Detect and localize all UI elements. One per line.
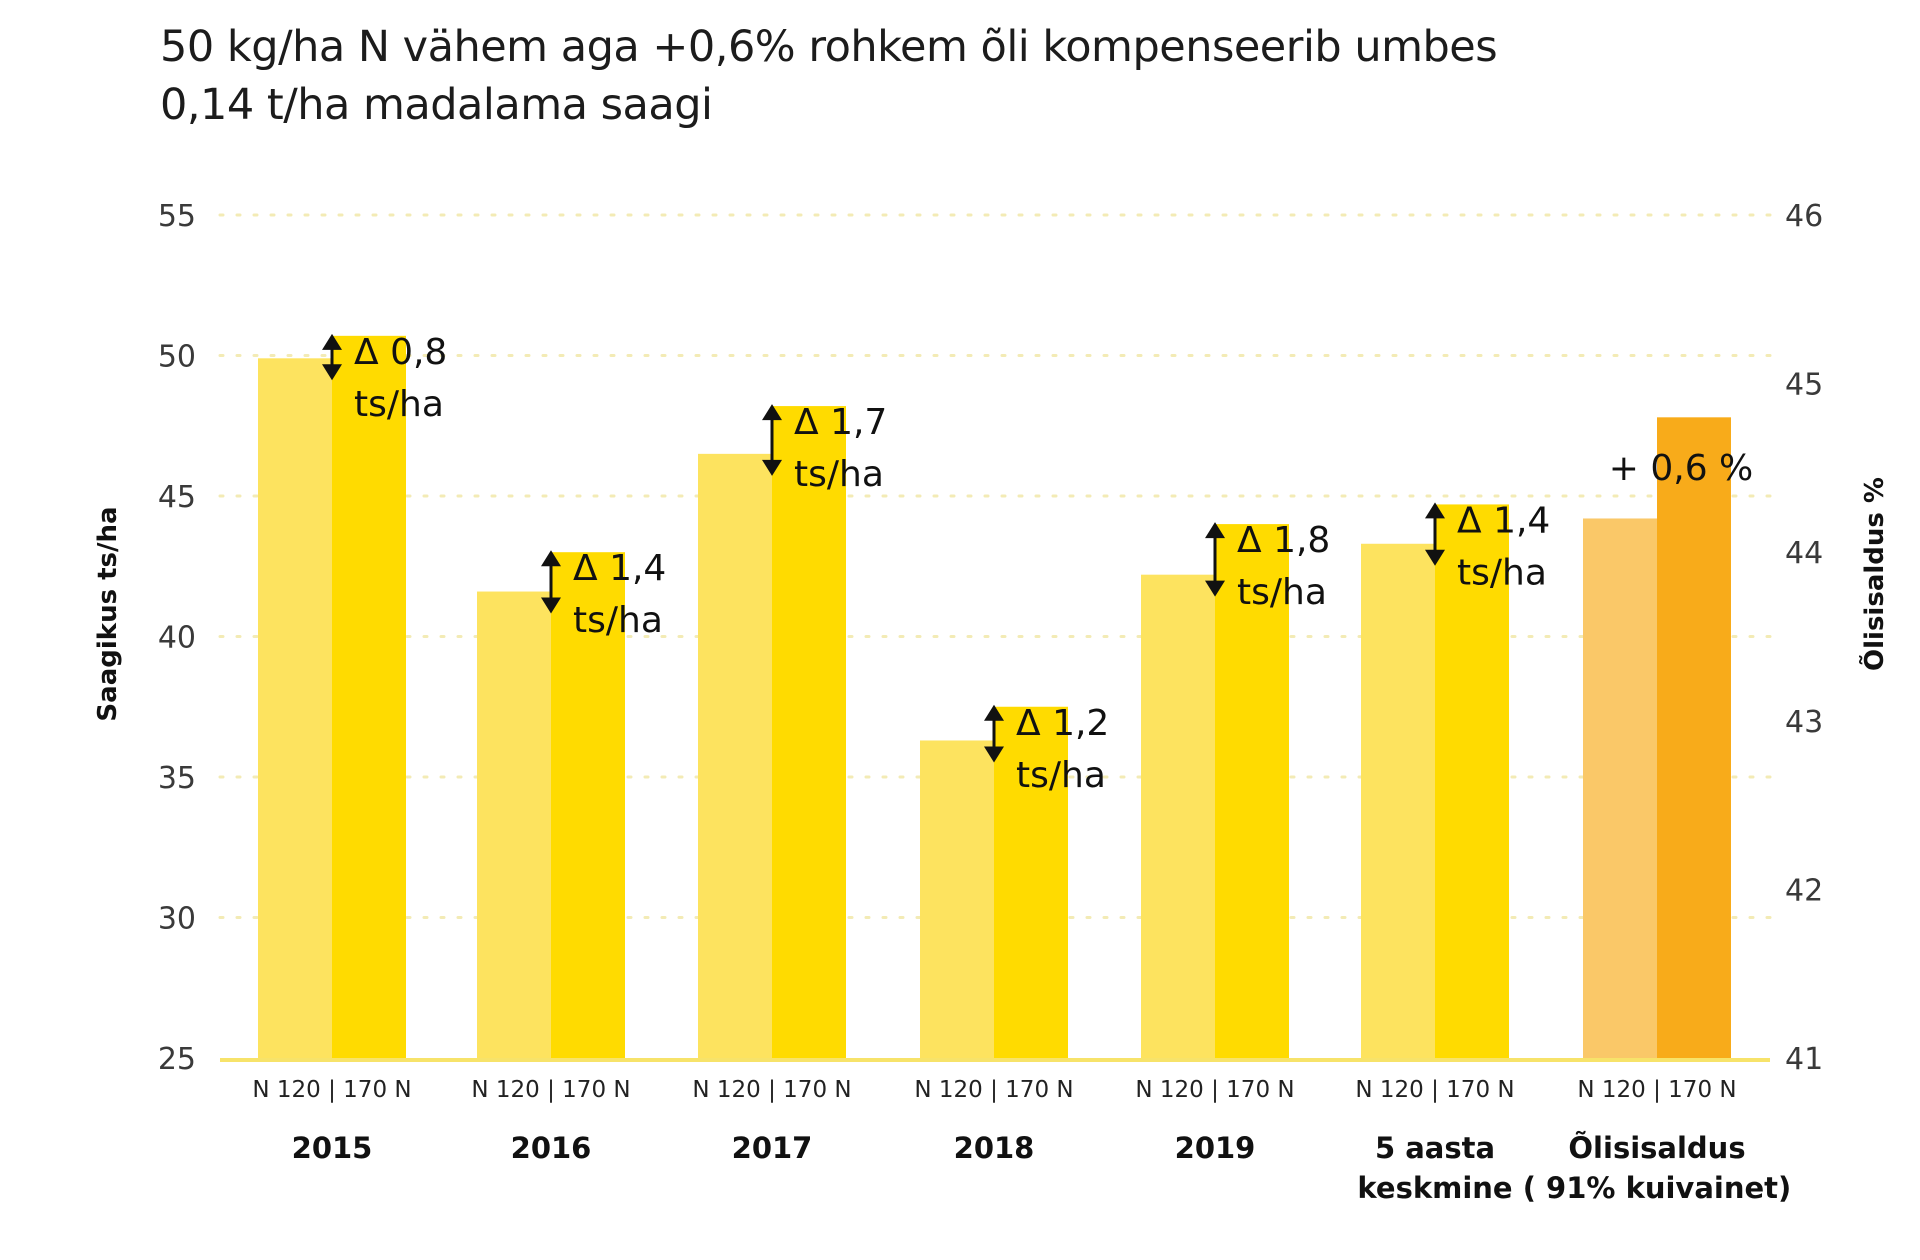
- delta-arrow-head-down: [762, 459, 782, 476]
- y-left-tick-label: 40: [158, 621, 196, 656]
- x-sub-label: N 120 | 170 N: [1577, 1077, 1736, 1103]
- bar-n170: [551, 552, 625, 1058]
- chart-title: 50 kg/ha N vähem aga +0,6% rohkem õli ko…: [160, 18, 1498, 134]
- bar-n170: [772, 406, 846, 1059]
- chart-title-line-1: 50 kg/ha N vähem aga +0,6% rohkem õli ko…: [160, 22, 1498, 72]
- delta-unit-label: ts/ha: [1016, 755, 1106, 796]
- bar-n120: [698, 453, 772, 1059]
- y-left-tick-label: 50: [158, 340, 196, 375]
- delta-arrow-icon: [322, 333, 342, 381]
- delta-label: Δ 1,2: [1016, 703, 1109, 744]
- x-sub-label: N 120 | 170 N: [914, 1077, 1073, 1103]
- y-right-tick-label: 44: [1785, 536, 1823, 571]
- bar-n120: [1141, 574, 1215, 1058]
- delta-arrow-head-down: [1205, 580, 1225, 597]
- delta-arrow-icon: [1205, 522, 1225, 597]
- bar-n120: [920, 740, 994, 1058]
- x-category-label: 2016: [511, 1131, 592, 1165]
- delta-arrow-head-down: [322, 364, 342, 381]
- delta-label: Δ 1,4: [1457, 500, 1550, 541]
- delta-label: Δ 0,8: [354, 332, 447, 373]
- y-axis-right-ticks: 41 42 43 44 45 46: [1785, 199, 1823, 1077]
- delta-unit-label: ts/ha: [1457, 552, 1547, 593]
- chart-title-line-2: 0,14 t/ha madalama saagi: [160, 80, 713, 130]
- y-left-tick-label: 45: [158, 480, 196, 515]
- delta-arrow-head-up: [762, 404, 782, 421]
- bar-n170: [332, 335, 406, 1059]
- y-left-tick-label: 30: [158, 902, 196, 937]
- y-axis-right-title: Õlisisaldus %: [1858, 477, 1890, 671]
- delta-unit-label: ts/ha: [1237, 572, 1327, 613]
- y-axis-left-title: Saagikus ts/ha: [93, 506, 123, 721]
- annotations: Δ 0,8 ts/ha Δ 1,4 ts/ha Δ 1,7 ts/ha Δ 1,2 ts/ha…: [322, 332, 1753, 796]
- delta-arrow-icon: [541, 550, 561, 614]
- y-left-tick-label: 25: [158, 1042, 196, 1077]
- delta-arrow-icon: [762, 404, 782, 476]
- x-category-label: 2015: [292, 1131, 373, 1165]
- x-sub-label: N 120 | 170 N: [471, 1077, 630, 1103]
- bar-n120: [258, 358, 332, 1058]
- delta-label: Δ 1,8: [1237, 520, 1330, 561]
- bars: [258, 335, 1731, 1059]
- y-right-tick-label: 45: [1785, 368, 1823, 403]
- y-right-tick-label: 42: [1785, 873, 1823, 908]
- x-category-label: keskmine: [1357, 1171, 1512, 1205]
- x-sub-label: N 120 | 170 N: [1355, 1077, 1514, 1103]
- bar-n120: [1583, 518, 1657, 1058]
- delta-arrow-head-down: [984, 746, 1004, 763]
- x-axis-labels: N 120 | 170 N 2015 N 120 | 170 N 2016 N 120 …: [252, 1077, 1791, 1205]
- x-category-label: ( 91% kuivainet): [1523, 1171, 1792, 1205]
- delta-arrow-head-up: [984, 704, 1004, 721]
- delta-arrow-head-up: [541, 550, 561, 567]
- x-category-label: 2019: [1175, 1131, 1256, 1165]
- y-right-tick-label: 46: [1785, 199, 1823, 234]
- bar-n120: [477, 591, 551, 1058]
- x-category-label: 2017: [732, 1131, 813, 1165]
- delta-arrow-head-down: [541, 597, 561, 614]
- y-left-tick-label: 35: [158, 761, 196, 796]
- delta-unit-label: ts/ha: [354, 384, 444, 425]
- delta-label: Δ 1,4: [573, 548, 666, 589]
- delta-unit-label: ts/ha: [573, 600, 663, 641]
- x-category-label: 5 aasta: [1375, 1131, 1495, 1165]
- delta-unit-label: ts/ha: [794, 454, 884, 495]
- x-sub-label: N 120 | 170 N: [1135, 1077, 1294, 1103]
- y-right-tick-label: 41: [1785, 1042, 1823, 1077]
- x-category-label: Õlisisaldus: [1568, 1131, 1745, 1165]
- delta-arrow-icon: [984, 704, 1004, 763]
- delta-label: Δ 1,7: [794, 402, 887, 443]
- y-left-tick-label: 55: [158, 199, 196, 234]
- bar-n170: [994, 706, 1068, 1058]
- delta-arrow-head-up: [1205, 522, 1225, 539]
- x-category-label: 2018: [954, 1131, 1035, 1165]
- delta-arrow-head-up: [322, 333, 342, 350]
- bar-n170: [1215, 524, 1289, 1058]
- oil-delta-label: + 0,6 %: [1609, 448, 1754, 489]
- y-right-tick-label: 43: [1785, 705, 1823, 740]
- bar-n120: [1361, 543, 1435, 1058]
- delta-arrow-icon: [1425, 502, 1445, 566]
- delta-arrow-head-up: [1425, 502, 1445, 519]
- delta-arrow-head-down: [1425, 549, 1445, 566]
- x-sub-label: N 120 | 170 N: [692, 1077, 851, 1103]
- bar-n170: [1435, 504, 1509, 1058]
- x-sub-label: N 120 | 170 N: [252, 1077, 411, 1103]
- bar-n170: [1657, 417, 1731, 1058]
- y-axis-left-ticks: 25 30 35 40 45 50 55: [158, 199, 196, 1077]
